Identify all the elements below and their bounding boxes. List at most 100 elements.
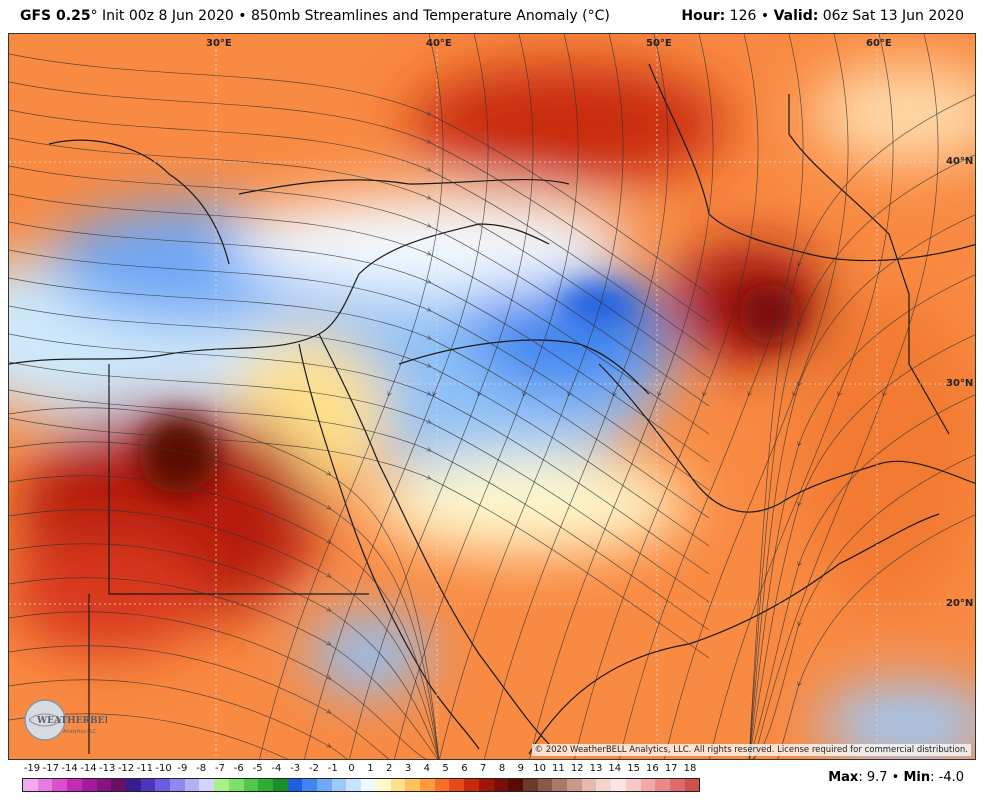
colorbar-tick-label: 7: [480, 763, 487, 774]
colorbar-tick-label: -2: [309, 763, 319, 774]
colorbar-swatch: [419, 779, 435, 791]
streamline: [9, 417, 710, 659]
init-time: Init 00z 8 Jun 2020: [97, 8, 234, 24]
colorbar-tick-label: 16: [646, 763, 659, 774]
colorbar-swatch: [184, 779, 200, 791]
colorbar-tick-label: 9: [517, 763, 524, 774]
streamline: [619, 34, 804, 759]
streamline: [9, 679, 348, 759]
coastlines-and-borders: [9, 63, 975, 755]
colorbar-swatch: [228, 779, 244, 791]
arabian-sea-coast: [528, 513, 940, 755]
streamline: [9, 577, 438, 759]
streamline: [259, 34, 444, 759]
colorbar-tick-label: 4: [423, 763, 430, 774]
colorbar-swatch: [140, 779, 156, 791]
colorbar-swatch: [331, 779, 347, 791]
lat-label-30: 30°N: [946, 378, 974, 389]
colorbar-swatch: [625, 779, 641, 791]
streamline: [748, 94, 975, 759]
colorbar-tick-label: -17: [42, 763, 59, 774]
product-unit: °C: [587, 8, 605, 24]
colorbar-swatch: [449, 779, 465, 791]
max-anomaly-core: [139, 414, 219, 494]
colorbar-tick-label: -12: [117, 763, 135, 774]
header-bar: GFS 0.25° Init 00z 8 Jun 2020 • 850mb St…: [0, 0, 984, 33]
logo-globe: [24, 699, 66, 741]
streamline: [9, 475, 440, 759]
streamline: [9, 109, 710, 351]
model-degree: °: [90, 8, 98, 24]
copyright-notice: © 2020 WeatherBELL Analytics, LLC. All r…: [531, 744, 971, 756]
colorbar-swatch: [302, 779, 318, 791]
mediterranean-coast: [9, 223, 550, 365]
colorbar-tick-label: -1: [327, 763, 338, 774]
colorbar-swatch: [434, 779, 450, 791]
colorbar-swatch: [596, 779, 612, 791]
colorbar-swatch: [581, 779, 597, 791]
stats-separator: •: [887, 770, 904, 785]
logo-globe-lines: [28, 713, 62, 727]
colorbar-swatch: [346, 779, 362, 791]
streamline: [9, 137, 710, 379]
streamline: [9, 277, 710, 519]
colorbar-tick-label: -3: [290, 763, 301, 774]
streamline: [9, 389, 710, 631]
lon-label-40: 40°E: [426, 38, 452, 49]
streamline: [9, 713, 289, 759]
colorbar-tick-label: -19: [23, 763, 41, 774]
colorbar-swatch: [155, 779, 171, 791]
valid-value: 06z Sat 13 Jun 2020: [818, 8, 964, 24]
valid-separator: •: [756, 8, 774, 24]
colorbar-tick-label: -13: [99, 763, 116, 774]
graticule: [9, 34, 975, 759]
valid-label: Valid:: [773, 8, 819, 24]
colorbar-swatch: [272, 779, 288, 791]
colorbar-swatch: [81, 779, 97, 791]
colorbar-swatch: [640, 779, 656, 791]
anomaly-cores: [139, 284, 799, 494]
streamline: [9, 543, 439, 759]
streamline: [9, 509, 439, 759]
colorbar-swatch: [552, 779, 568, 791]
streamline: [9, 611, 427, 759]
colorbar-swatch: [125, 779, 141, 791]
colorbar-tick-label: 5: [442, 763, 449, 774]
colorbar-tick-label: 13: [589, 763, 603, 774]
map-panel[interactable]: 30°E 40°E 50°E 60°E 40°N 30°N 20°N WEATH…: [8, 33, 976, 760]
colorbar-tick-label: 1: [367, 763, 374, 774]
product-close: ): [604, 8, 610, 24]
streamline: [664, 34, 849, 759]
colorbar-swatch: [111, 779, 126, 791]
streamline: [754, 34, 939, 759]
colorbar-tick-label: -9: [177, 763, 188, 774]
lon-label-60: 60°E: [866, 38, 892, 49]
colorbar-swatch: [508, 779, 523, 791]
hot-anomaly-caucasus: [409, 64, 729, 184]
colorbar-ticks: -19 -17 -14 -14 -13 -12 -11 -10 -9 -8 -7 -6 -5 -4 -3 -2…: [22, 763, 722, 779]
streamline: [304, 34, 489, 759]
greece-turkey-coast: [48, 139, 230, 265]
colorbar-legend: -19 -17 -14 -14 -13 -12 -11 -10 -9 -8 -7 -6 -5 -4 -3 -2…: [22, 763, 722, 803]
colorbar-tick-label: -14: [61, 763, 78, 774]
colorbar-swatch: [464, 779, 479, 791]
min-value: : -4.0: [930, 770, 964, 785]
streamline: [9, 53, 710, 295]
hour-value: 126: [725, 8, 757, 24]
cool-anomaly-ethiopia: [309, 614, 429, 694]
colorbar-swatch: [478, 779, 494, 791]
streamline: [9, 407, 440, 759]
streamline: [9, 165, 710, 407]
streamline: [748, 214, 975, 759]
colorbar-tick-label: -11: [136, 763, 153, 774]
colorbar-swatches: [22, 778, 700, 792]
streamline: [9, 81, 710, 323]
colorbar-tick-label: 3: [404, 763, 412, 774]
colorbar-swatch: [96, 779, 112, 791]
streamline: [394, 34, 579, 759]
colorbar-swatch: [669, 779, 685, 791]
valid-info: Hour: 126 • Valid: 06z Sat 13 Jun 2020: [681, 0, 964, 33]
max-value: : 9.7: [858, 770, 888, 785]
streamline: [9, 645, 390, 759]
colorbar-tick-label: -4: [271, 763, 282, 774]
